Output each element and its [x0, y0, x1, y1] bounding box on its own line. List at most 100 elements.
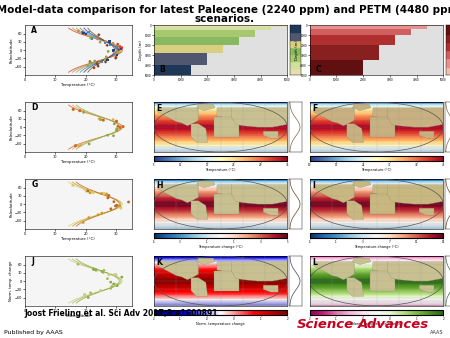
Point: [90, 65, 98, 71]
Bar: [310, 29, 411, 35]
Text: B: B: [159, 65, 165, 74]
Text: L: L: [312, 258, 317, 267]
Point: [107, 280, 114, 285]
Point: [102, 57, 109, 62]
Point: [114, 49, 122, 54]
Text: K: K: [157, 258, 162, 267]
Point: [81, 186, 88, 192]
Text: AAAS: AAAS: [430, 330, 443, 335]
Point: [100, 117, 107, 123]
Point: [90, 190, 97, 195]
Text: G: G: [31, 180, 37, 189]
Point: [84, 63, 91, 69]
Bar: [154, 65, 191, 75]
Point: [93, 61, 100, 67]
Point: [114, 42, 122, 47]
Point: [94, 60, 101, 65]
Polygon shape: [263, 285, 278, 292]
Point: [93, 268, 100, 273]
Text: E: E: [157, 104, 162, 113]
Polygon shape: [217, 262, 235, 271]
Polygon shape: [373, 185, 392, 194]
Point: [118, 45, 126, 50]
Point: [113, 202, 121, 208]
Text: Published by AAAS: Published by AAAS: [4, 330, 63, 335]
Point: [104, 276, 111, 281]
Point: [109, 41, 117, 46]
Point: [80, 220, 87, 225]
Polygon shape: [214, 194, 239, 214]
Point: [125, 199, 132, 205]
Y-axis label: Depth (m): Depth (m): [139, 40, 143, 60]
Point: [105, 193, 112, 198]
Bar: [310, 60, 363, 75]
Point: [95, 60, 103, 66]
Point: [95, 116, 103, 121]
Point: [110, 48, 117, 53]
Text: I: I: [312, 181, 315, 190]
Bar: [310, 300, 443, 306]
Polygon shape: [314, 262, 354, 280]
Bar: [310, 35, 395, 45]
Bar: [310, 223, 443, 229]
Polygon shape: [347, 278, 364, 296]
Point: [97, 288, 104, 293]
Point: [117, 205, 125, 211]
Point: [116, 203, 123, 209]
Point: [86, 190, 94, 195]
Point: [103, 191, 110, 197]
Point: [87, 35, 94, 41]
Point: [97, 117, 104, 122]
Point: [107, 286, 114, 291]
Bar: [154, 146, 288, 152]
Point: [108, 284, 116, 289]
Point: [104, 43, 111, 48]
Point: [110, 281, 117, 287]
Point: [113, 128, 120, 133]
Point: [116, 44, 123, 49]
Point: [104, 49, 112, 54]
Point: [92, 267, 99, 272]
Point: [80, 110, 87, 115]
Point: [99, 270, 107, 275]
Polygon shape: [214, 117, 239, 137]
Point: [94, 64, 102, 69]
Point: [85, 295, 92, 300]
Point: [81, 293, 88, 298]
Point: [101, 40, 108, 46]
Text: J: J: [31, 257, 34, 266]
Point: [106, 39, 113, 44]
Point: [69, 183, 76, 188]
Polygon shape: [191, 278, 208, 296]
Point: [113, 119, 120, 124]
Point: [83, 188, 90, 194]
Point: [112, 203, 119, 209]
Polygon shape: [197, 181, 215, 188]
Point: [113, 283, 121, 288]
Polygon shape: [352, 104, 371, 111]
Point: [98, 191, 105, 196]
Point: [107, 42, 114, 48]
Point: [81, 292, 88, 297]
Point: [96, 40, 104, 45]
Point: [115, 47, 122, 52]
Polygon shape: [370, 194, 395, 214]
Polygon shape: [158, 185, 198, 203]
Point: [102, 59, 109, 65]
Point: [94, 36, 101, 42]
Point: [102, 39, 109, 44]
Polygon shape: [347, 124, 364, 142]
Point: [132, 49, 139, 54]
Bar: [310, 146, 443, 152]
Point: [100, 191, 108, 196]
Point: [114, 124, 122, 129]
Polygon shape: [419, 208, 434, 215]
Polygon shape: [158, 108, 198, 126]
Point: [77, 143, 85, 148]
Point: [100, 268, 108, 273]
Polygon shape: [217, 185, 235, 194]
Polygon shape: [419, 285, 434, 292]
Point: [99, 211, 106, 216]
Point: [72, 143, 79, 148]
Polygon shape: [370, 271, 395, 291]
